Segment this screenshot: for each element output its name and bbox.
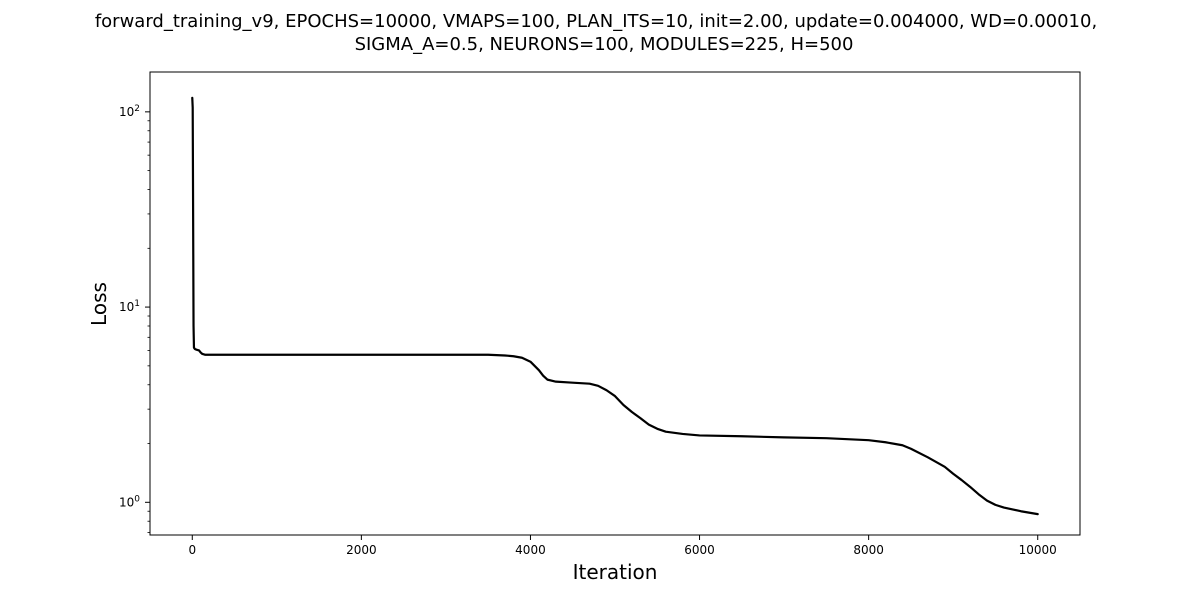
y-axis-label: Loss (87, 282, 111, 326)
chart-title-line-1: forward_training_v9, EPOCHS=10000, VMAPS… (95, 11, 1097, 32)
x-tick-label: 8000 (853, 543, 884, 557)
plot-frame (149, 71, 1081, 536)
y-tick-label: 102 (119, 104, 140, 119)
x-tick-label: 0 (188, 543, 196, 557)
x-axis-ticks: 0 2000 4000 6000 8000 10000 (188, 535, 1057, 557)
x-tick-label: 10000 (1019, 543, 1057, 557)
x-tick-label: 4000 (515, 543, 546, 557)
y-tick-label: 100 (119, 494, 140, 509)
y-axis-ticks: 100 101 102 (119, 104, 150, 533)
x-axis-label: Iteration (573, 560, 658, 584)
series-layer (191, 96, 1039, 516)
x-tick-label: 2000 (346, 543, 377, 557)
loss-series-line (191, 96, 1039, 516)
chart-title-line-2: SIGMA_A=0.5, NEURONS=100, MODULES=225, H… (355, 34, 854, 55)
x-tick-label: 6000 (684, 543, 715, 557)
y-tick-label: 101 (119, 299, 140, 314)
